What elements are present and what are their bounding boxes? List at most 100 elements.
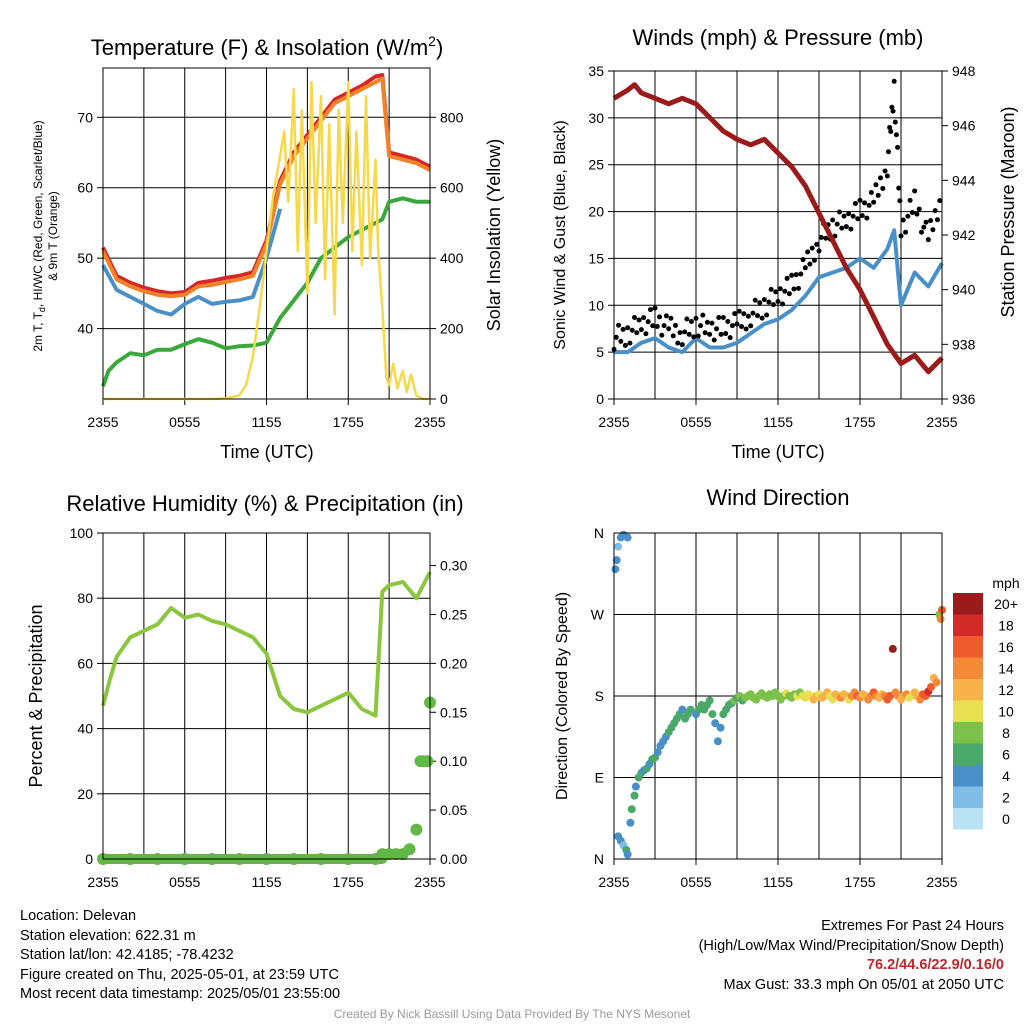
extremes-info: Extremes For Past 24 Hours (High/Low/Max…: [699, 917, 1004, 995]
gust-point: [625, 325, 631, 331]
legend-label: 4: [1002, 768, 1010, 784]
gust-point: [682, 329, 688, 335]
gust-point: [805, 249, 811, 255]
gust-point: [900, 217, 906, 223]
x-tick-label: 1755: [844, 874, 875, 890]
direction-point: [626, 818, 635, 827]
gust-point: [777, 286, 783, 292]
temperature-title-sup: 2: [428, 33, 436, 49]
info-created: Figure created on Thu, 2025-05-01, at 23…: [20, 966, 339, 983]
gust-point: [768, 286, 774, 292]
temperature-ylabel-line2: & 9m T (Orange): [46, 191, 60, 281]
gust-point: [759, 315, 765, 321]
y-tick-label: 10: [588, 297, 604, 313]
plot-frame: [613, 70, 943, 400]
x-tick-label: 2355: [87, 874, 118, 890]
y-tick-label: 25: [588, 157, 604, 173]
direction-point: [932, 678, 941, 687]
gust-point: [668, 315, 674, 321]
gust-point: [652, 305, 658, 311]
x-tick-label: 1155: [763, 414, 793, 430]
gust-point: [791, 286, 797, 292]
gust-point: [934, 217, 940, 223]
info-latlon: Station lat/lon: 42.4185; -78.4232: [20, 947, 234, 963]
winds-panel: Winds (mph) & Pressure (mb) 0 5 10 15 20 25 30…: [552, 25, 1018, 462]
gust-point: [709, 320, 715, 326]
gust-point: [937, 198, 943, 204]
gust-point: [807, 261, 813, 267]
gust-point: [830, 217, 836, 223]
y-tick-label: 0: [85, 851, 93, 867]
gust-point: [878, 175, 883, 181]
x-tick-label: 2355: [414, 414, 445, 430]
x-tick-label: 2355: [926, 874, 957, 890]
gust-point: [903, 229, 909, 235]
temperature-plot: 40 50 60 70 0 200 400 600 800 2355 0555 1155 1755 235…: [77, 67, 464, 430]
legend-label: 0: [1002, 811, 1010, 827]
temperature-panel: Temperature (F) & Insolation (W/m2) 40 50…: [31, 33, 504, 462]
winds-xlabel: Time (UTC): [731, 442, 824, 462]
gust-point: [916, 206, 922, 212]
gust-point: [919, 229, 924, 235]
temperature-ylabel: 2m T, Td, HI/WC (Red, Green, Scarlet/Blu…: [31, 120, 47, 351]
gust-point: [888, 128, 894, 134]
direction-point: [708, 710, 717, 719]
y-tick-label: 15: [588, 250, 604, 266]
gust-point: [891, 78, 897, 84]
temperature-xlabel: Time (UTC): [220, 442, 313, 462]
gust-point: [673, 322, 678, 328]
gust-point: [716, 314, 722, 320]
legend-swatch: [953, 657, 983, 679]
gust-point: [782, 288, 788, 294]
direction-point: [713, 737, 722, 746]
direction-point: [611, 565, 620, 574]
y-tick-label: 100: [70, 525, 94, 541]
winds-ylabel-right: Station Pressure (Maroon): [998, 106, 1018, 317]
gust-point: [634, 330, 640, 336]
y2-tick-label: 800: [440, 109, 464, 125]
x-tick-label: 1155: [251, 874, 281, 890]
gust-point: [789, 272, 795, 278]
gust-point: [666, 326, 672, 332]
y2-tick-label: 0.05: [440, 802, 467, 818]
gust-point: [834, 221, 840, 227]
direction-point: [614, 542, 623, 551]
y-tick-label: N: [594, 525, 604, 541]
gust-point: [852, 200, 858, 206]
gust-point: [622, 342, 628, 348]
gust-point: [732, 311, 738, 317]
gust-point: [809, 245, 815, 251]
direction-point: [936, 615, 945, 624]
gust-point: [890, 108, 896, 114]
legend-swatch: [953, 593, 983, 615]
legend-label: 6: [1002, 747, 1010, 763]
gust-point: [862, 200, 868, 206]
gust-point: [921, 224, 927, 230]
rh-series-line: [101, 571, 432, 718]
gust-point: [800, 257, 806, 263]
direction-points: [611, 530, 946, 859]
gust-point: [793, 272, 799, 278]
direction-point: [612, 556, 621, 565]
x-tick-label: 0555: [169, 414, 200, 430]
gust-point: [932, 208, 938, 214]
y-tick-label: 35: [588, 63, 604, 79]
gust-point: [704, 319, 710, 325]
legend-swatch: [953, 700, 983, 722]
y-tick-label: N: [594, 851, 604, 867]
humidity-ylabel-left: Percent & Precipitation: [26, 604, 46, 787]
gust-point: [613, 334, 619, 340]
gust-point: [734, 321, 740, 327]
gust-point: [775, 299, 781, 305]
gust-point: [675, 340, 681, 346]
direction-point: [711, 719, 720, 728]
gust-point: [764, 312, 770, 318]
gust-point: [711, 337, 717, 343]
gust-point: [684, 316, 690, 322]
gust-point: [914, 211, 920, 217]
legend-swatch: [953, 743, 983, 765]
gust-point: [857, 197, 863, 203]
direction-plot: N E S W N 2355 0555 1155 1755 2355: [591, 525, 958, 890]
maroon-series-line: [612, 82, 944, 375]
plot-frame: [613, 532, 943, 860]
